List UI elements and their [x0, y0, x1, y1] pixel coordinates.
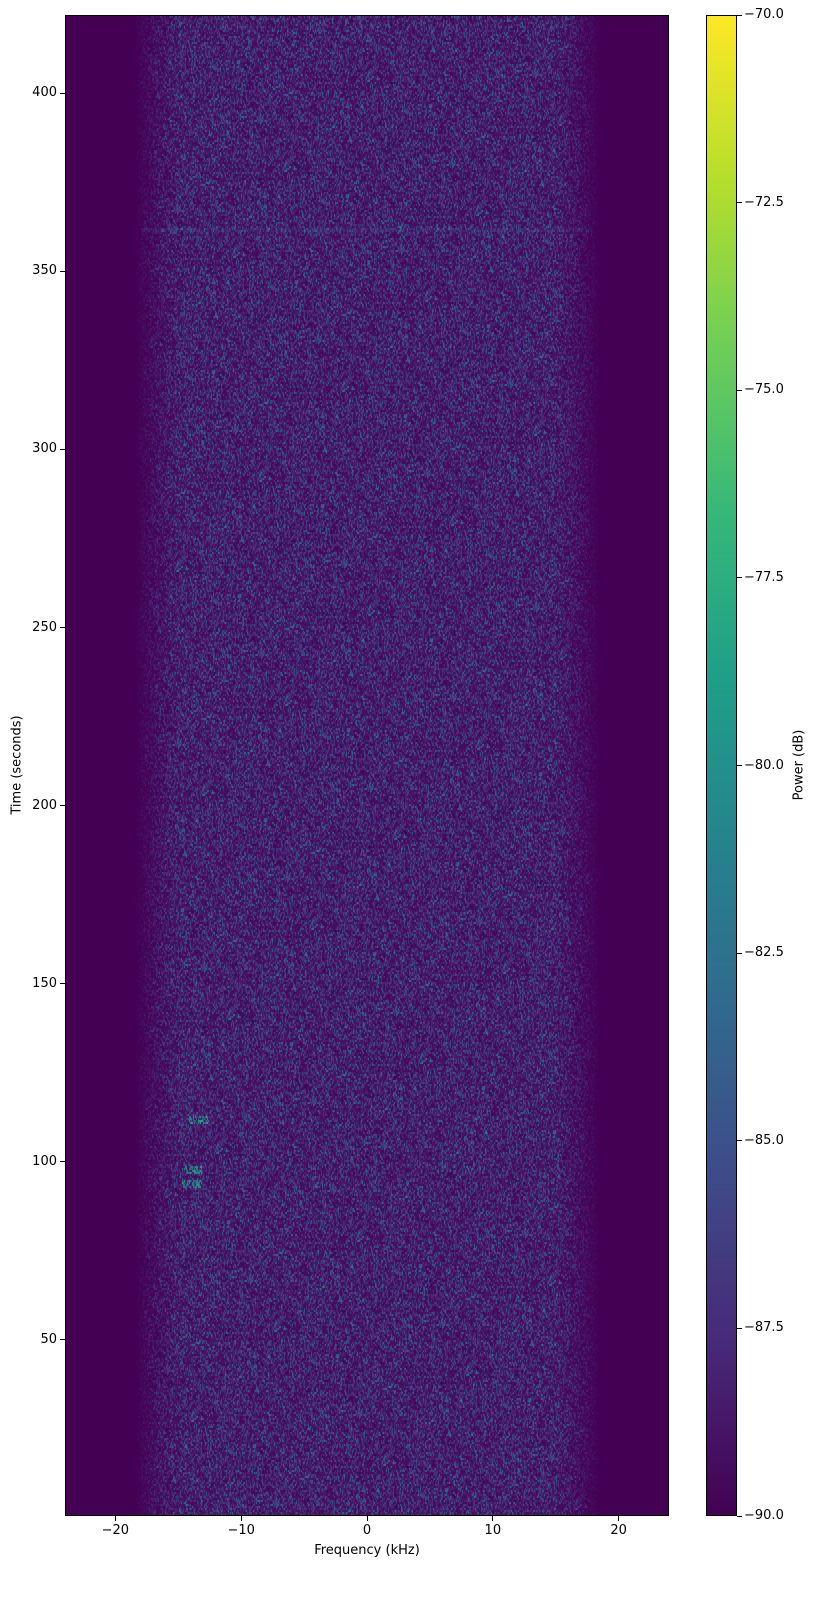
colorbar-tick-mark — [737, 14, 742, 16]
y-axis-label: Time (seconds) — [9, 715, 25, 815]
x-tick-mark — [492, 1516, 494, 1521]
x-tick-mark — [618, 1516, 620, 1521]
colorbar-tick-label: −72.5 — [744, 194, 784, 210]
x-tick-label: −20 — [101, 1523, 130, 1538]
y-tick-label: 50 — [40, 1331, 57, 1347]
colorbar-tick-label: −87.5 — [744, 1320, 784, 1336]
y-tick-label: 100 — [32, 1153, 57, 1169]
colorbar-tick-mark — [737, 202, 742, 204]
y-tick-mark — [60, 1339, 65, 1341]
colorbar-tick-label: −85.0 — [744, 1132, 784, 1148]
colorbar-tick-mark — [737, 765, 742, 766]
colorbar-tick-mark — [737, 1140, 742, 1142]
y-tick-mark — [60, 448, 65, 450]
colorbar-gradient — [707, 16, 736, 1515]
y-tick-mark — [60, 627, 65, 628]
colorbar-tick-mark — [737, 1327, 742, 1329]
y-tick-mark — [60, 92, 65, 94]
colorbar-label: Power (dB) — [791, 729, 807, 801]
y-tick-label: 300 — [32, 441, 57, 457]
y-tick-label: 200 — [32, 797, 57, 813]
spectrogram-image — [66, 16, 668, 1515]
x-tick-mark — [366, 1516, 368, 1521]
y-tick-mark — [60, 1161, 65, 1163]
x-axis-label: Frequency (kHz) — [314, 1543, 420, 1558]
colorbar-tick-label: −75.0 — [744, 382, 784, 398]
colorbar-tick-label: −82.5 — [744, 945, 784, 961]
y-tick-mark — [60, 805, 65, 807]
x-tick-label: 0 — [362, 1523, 372, 1538]
spectrogram-plot-area — [65, 15, 669, 1516]
colorbar-tick-label: −90.0 — [744, 1508, 784, 1523]
colorbar-tick-mark — [737, 952, 742, 954]
colorbar-tick-label: −80.0 — [744, 757, 784, 773]
y-tick-label: 350 — [32, 263, 57, 279]
colorbar-tick-label: −77.5 — [744, 569, 784, 585]
y-tick-mark — [60, 270, 65, 272]
x-tick-label: −10 — [227, 1523, 255, 1538]
x-tick-mark — [240, 1516, 242, 1521]
x-tick-label: 10 — [484, 1523, 502, 1538]
colorbar-tick-mark — [737, 577, 742, 579]
y-tick-label: 250 — [32, 619, 57, 635]
x-tick-mark — [114, 1516, 116, 1521]
y-tick-label: 400 — [32, 85, 57, 101]
colorbar-tick-label: −70.0 — [744, 7, 784, 22]
colorbar-tick-mark — [737, 389, 742, 391]
y-tick-label: 150 — [32, 975, 57, 991]
x-tick-label: 20 — [610, 1523, 627, 1538]
colorbar — [706, 15, 737, 1516]
y-tick-mark — [60, 983, 65, 985]
colorbar-tick-mark — [737, 1515, 742, 1517]
